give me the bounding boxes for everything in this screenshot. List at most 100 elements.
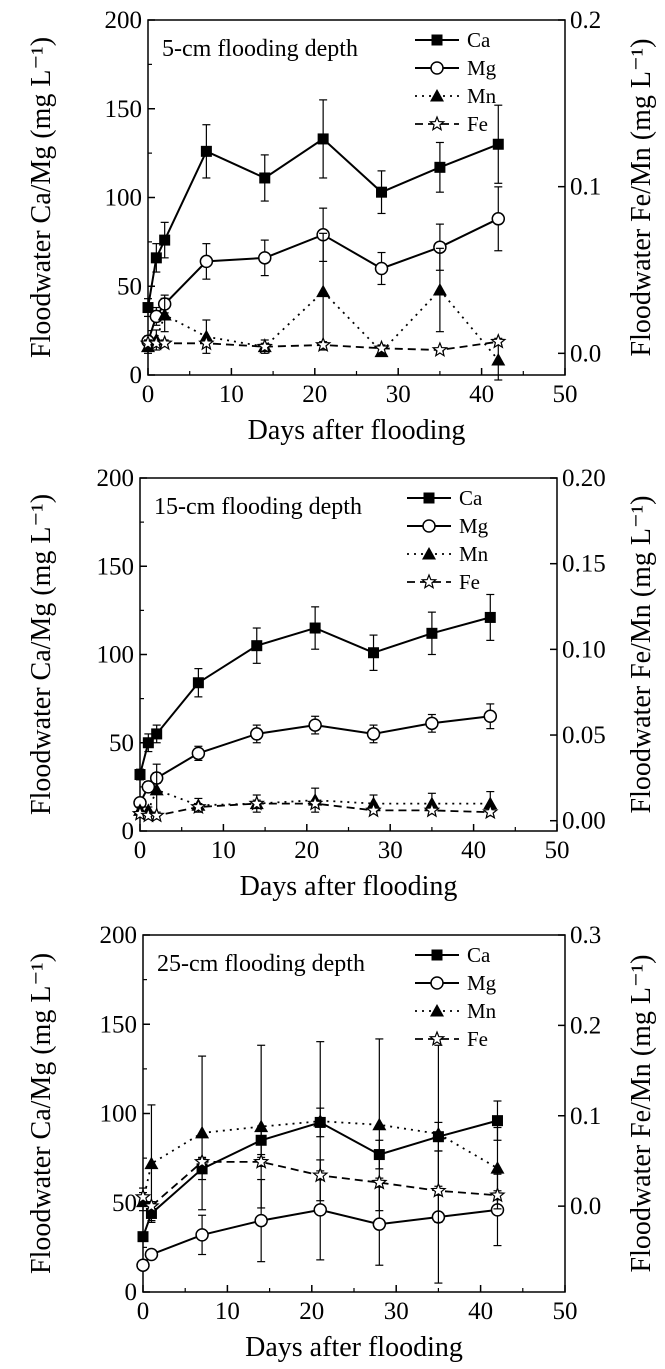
data-point-fe: [365, 801, 382, 818]
legend-label-ca: Ca: [467, 943, 491, 967]
series-mn: [141, 232, 506, 381]
y2-tick-label: 0.00: [562, 808, 606, 835]
data-point-mg: [366, 727, 381, 741]
legend-marker-mg: [430, 976, 444, 990]
data-point-fe: [131, 805, 149, 821]
data-point-fe: [193, 1153, 211, 1169]
data-point-mn: [432, 283, 447, 296]
series-fe: [131, 794, 499, 823]
y2-tick-label: 0.3: [570, 922, 601, 949]
data-point-mn: [157, 308, 172, 321]
legend-label-mn: Mn: [459, 542, 489, 566]
data-point-ca: [492, 138, 504, 150]
y-tick-label: 200: [100, 922, 138, 949]
data-point-ca: [259, 172, 271, 184]
data-point-mg: [425, 716, 439, 731]
data-point-ca: [192, 677, 204, 689]
legend-marker-mg: [430, 61, 444, 75]
series-ca: [134, 593, 496, 781]
data-point-fe: [490, 333, 507, 349]
x-tick-label: 20: [302, 381, 327, 408]
data-point-ca: [200, 145, 212, 157]
data-point-fe: [252, 1153, 270, 1169]
series-mn: [133, 763, 498, 817]
data-point-fe: [156, 334, 173, 351]
x-tick-label: 20: [294, 837, 319, 864]
x-tick-label: 20: [299, 1298, 324, 1325]
data-point-ca: [134, 769, 146, 781]
y-tick-label: 150: [100, 1011, 138, 1038]
data-point-fe: [198, 334, 215, 351]
data-point-mn: [313, 1114, 328, 1127]
panel-title: 5-cm flooding depth: [162, 36, 358, 62]
y-tick-label: 100: [105, 185, 143, 212]
data-point-mg: [258, 251, 272, 265]
y-axis-label: Floodwater Ca/Mg (mg L⁻¹): [26, 494, 57, 815]
x-tick-label: 0: [142, 381, 155, 408]
panel-title: 15-cm flooding depth: [154, 494, 362, 520]
data-point-mn: [254, 1119, 269, 1133]
data-point-mg: [141, 780, 156, 794]
y-tick-label: 50: [117, 273, 142, 300]
data-point-mn: [490, 1161, 505, 1174]
data-point-fe: [430, 1182, 447, 1198]
y-tick-label: 200: [97, 465, 135, 492]
data-point-fe: [134, 1188, 152, 1205]
data-point-mn: [483, 796, 498, 810]
legend-marker-ca: [423, 492, 435, 504]
x-tick-label: 30: [384, 1298, 409, 1325]
legend-marker-fe: [420, 573, 438, 590]
legend-marker-ca: [431, 949, 443, 961]
y2-tick-label: 0.2: [570, 1012, 601, 1039]
legend-marker-ca: [431, 34, 443, 46]
data-point-ca: [137, 1231, 149, 1243]
legend-marker-mn: [422, 547, 436, 560]
x-tick-label: 40: [461, 837, 486, 864]
data-point-mg: [374, 261, 389, 276]
y2-tick-label: 0.0: [570, 340, 601, 367]
y2-tick-label: 0.10: [562, 636, 606, 663]
data-point-fe: [423, 801, 441, 818]
legend-label-fe: Fe: [467, 1027, 488, 1051]
data-point-ca: [434, 161, 446, 173]
data-point-fe: [148, 806, 165, 823]
data-point-fe: [431, 341, 449, 358]
y2-tick-label: 0.20: [562, 465, 606, 492]
y-tick-label: 0: [130, 362, 143, 389]
y-tick-label: 200: [105, 7, 143, 34]
y-tick-label: 0: [125, 1279, 138, 1306]
data-point-ca: [251, 640, 263, 652]
data-point-fe: [482, 803, 499, 820]
legend: Ca Mg Mn Fe: [407, 486, 489, 594]
series-ca: [142, 99, 504, 318]
y-tick-label: 50: [112, 1190, 137, 1217]
plot-frame: [147, 19, 566, 376]
legend-label-mg: Mg: [459, 514, 489, 538]
x-tick-label: 40: [468, 1298, 493, 1325]
data-point-ca: [484, 611, 496, 623]
data-point-mg: [254, 1213, 268, 1228]
data-point-mn: [195, 1125, 210, 1139]
y2-tick-label: 0.1: [570, 174, 601, 201]
legend-label-ca: Ca: [459, 486, 483, 510]
legend: Ca Mg Mn Fe: [415, 943, 497, 1051]
series-line-mg: [142, 1208, 498, 1266]
data-point-mg: [308, 718, 322, 732]
legend-label-mg: Mg: [467, 971, 497, 995]
y2-tick-label: 0.15: [562, 551, 606, 578]
data-point-ca: [376, 186, 388, 198]
data-point-fe: [190, 798, 207, 815]
data-point-ca: [426, 627, 438, 639]
y2-tick-label: 0.05: [562, 722, 606, 749]
y2-axis-label: Floodwater Fe/Mn (mg L⁻¹): [626, 955, 657, 1273]
x-tick-label: 50: [553, 1298, 578, 1325]
data-point-mn: [316, 284, 331, 298]
y-tick-label: 50: [109, 730, 134, 757]
plot-frame: [139, 477, 558, 832]
data-point-ca: [150, 252, 162, 264]
data-point-mn: [372, 1117, 387, 1131]
data-point-mg: [250, 727, 264, 741]
legend-marker-mg: [422, 519, 436, 533]
y-tick-label: 0: [122, 818, 135, 845]
y2-tick-label: 0.1: [570, 1103, 601, 1130]
